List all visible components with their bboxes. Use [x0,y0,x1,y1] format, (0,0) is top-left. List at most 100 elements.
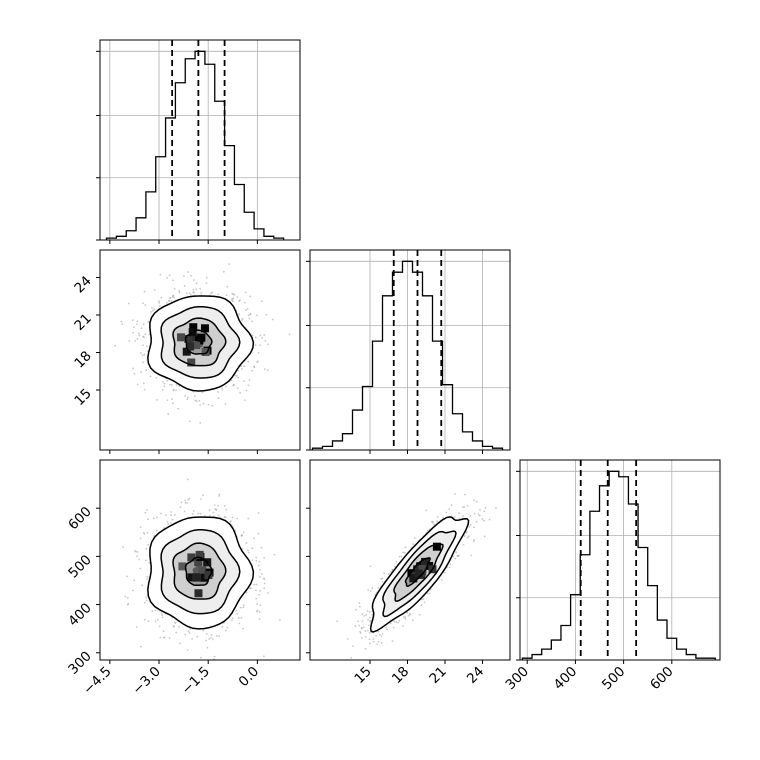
scatter-point [397,621,400,624]
scatter-point [170,383,173,386]
scatter-point [189,628,192,630]
scatter-point [162,630,165,632]
y-tick-label: 400 [65,600,95,630]
scatter-point [260,546,263,549]
scatter-point [380,578,383,580]
scatter-point [467,535,470,538]
x-tick-label: 18 [389,664,412,687]
scatter-point [132,589,134,592]
scatter-point [158,301,161,304]
contour-line-2 [160,528,241,615]
scatter-point [172,624,175,627]
scatter-point [132,331,135,334]
scatter-point [127,302,130,305]
scatter-point [233,293,236,296]
scatter-point [403,616,405,619]
scatter-point [454,557,456,560]
scatter-point [392,626,395,629]
scatter-point [408,612,411,615]
scatter-point [242,531,245,534]
scatter-point [166,399,169,402]
scatter-point [179,506,182,509]
scatter-point [263,557,266,559]
scatter-point [224,629,227,632]
scatter-point [153,308,156,310]
scatter-point [478,514,481,517]
scatter-point [259,576,261,578]
panel-frame [309,459,511,661]
scatter-point [207,403,210,406]
y-tick-label: 15 [71,386,94,409]
x-tick-label: 0.0 [236,664,263,691]
scatter-point [364,636,367,638]
scatter-point [386,628,389,631]
scatter-point [466,504,469,507]
scatter-point [146,577,148,580]
scatter-point [136,550,139,553]
scatter-point [191,513,194,515]
density-blocks [178,550,214,598]
scatter-point [132,326,135,329]
scatter-point [243,301,246,304]
scatter-point [412,543,415,545]
scatter-panel-4 [99,459,301,661]
scatter-point [218,635,221,638]
scatter-point [255,597,258,600]
scatter-point [147,620,150,623]
scatter-point [404,546,407,549]
scatter-point [398,555,401,558]
scatter-point [186,478,189,481]
scatter-point [260,572,263,575]
grid-lines [100,40,300,240]
scatter-point [199,512,202,515]
scatter-point [162,527,165,529]
scatter-point [178,385,181,388]
scatter-point [144,333,147,336]
scatter-point [253,583,256,586]
scatter-point [136,320,139,323]
scatter-point [368,638,371,641]
scatter-point [215,508,217,511]
scatter-point [258,560,261,563]
scatter-point [231,516,234,519]
scatter-point [241,368,243,370]
scatter-point [481,518,484,520]
scatter-point [473,526,475,529]
scatter-point [126,603,129,606]
scatter-point [243,380,246,383]
scatter-point [186,649,189,652]
scatter-point [202,494,204,497]
scatter-point [136,383,139,386]
scatter-point [369,620,371,623]
scatter-point [168,637,171,639]
scatter-point [254,344,257,346]
scatter-point [158,305,161,307]
scatter-point [257,352,260,354]
scatter-point [159,273,162,276]
scatter-point [140,327,143,330]
scatter-point [226,285,229,288]
scatter-point [240,616,243,619]
scatter-point [142,344,144,347]
density-block [186,342,195,351]
histogram-panel-2 [516,459,721,661]
scatter-point [212,511,215,514]
scatter-point [473,499,476,502]
scatter-point [279,619,281,621]
scatter-point [376,643,379,646]
scatter-point [469,515,472,517]
scatter-point [218,493,221,496]
scatter-point [223,516,226,518]
scatter-point [463,506,466,508]
scatter-point [245,542,248,544]
scatter-point [184,499,187,502]
scatter-point [217,514,220,517]
panel-frame [519,459,721,661]
scatter-point [258,593,261,596]
scatter-point [398,619,401,622]
scatter-point [436,520,438,523]
scatter-point [139,537,142,540]
scatter-point [247,517,250,520]
scatter-point [213,655,216,658]
scatter-point [411,619,414,622]
